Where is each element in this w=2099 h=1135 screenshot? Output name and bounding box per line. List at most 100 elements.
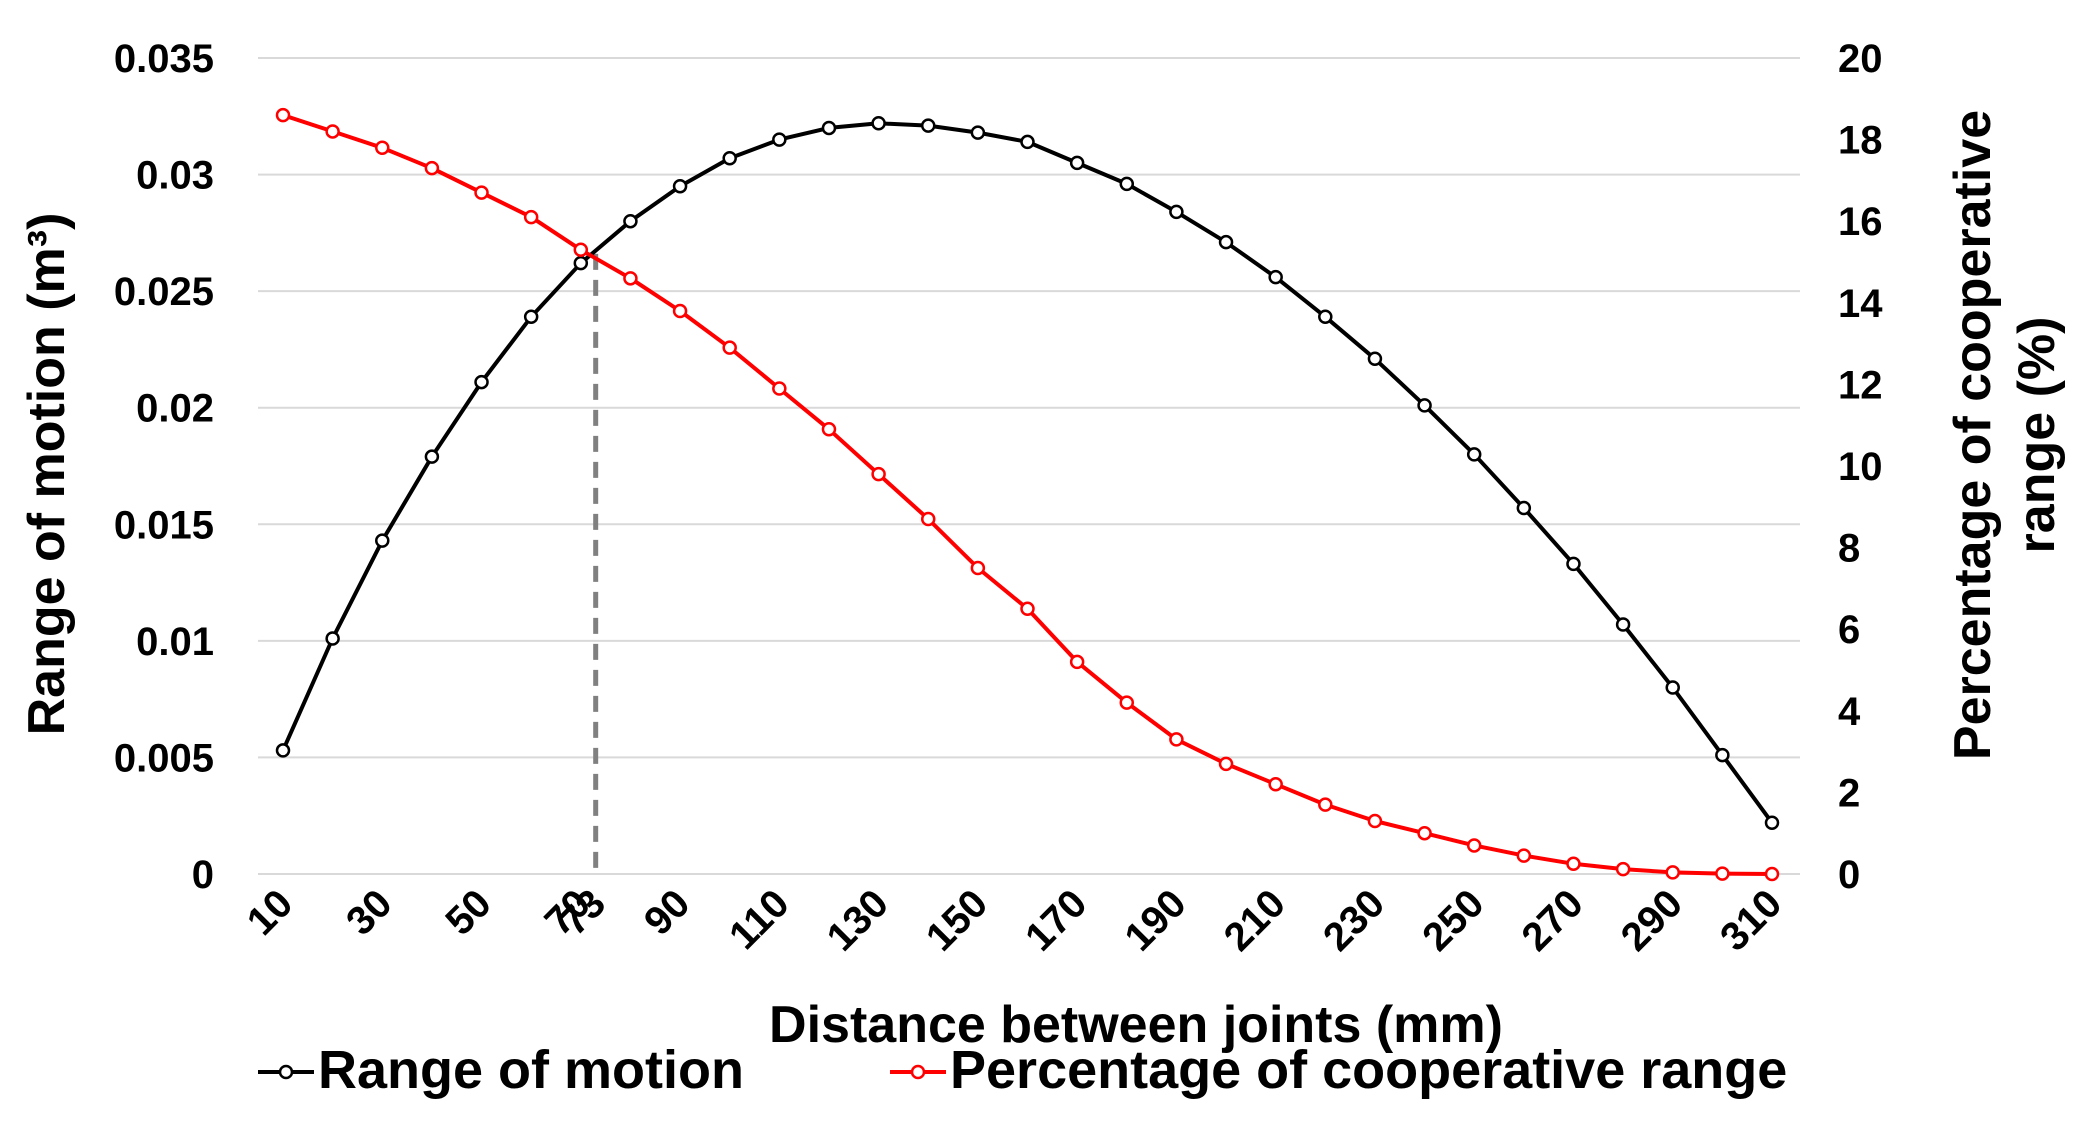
data-point [1566, 556, 1581, 572]
data-point [1318, 797, 1333, 812]
data-point [1417, 825, 1432, 841]
right-y-tick-label: 16 [1838, 200, 1883, 244]
x-tick-label: 30 [338, 881, 401, 944]
data-point [424, 449, 440, 464]
data-point [474, 185, 489, 200]
right-y-tick-label: 20 [1838, 37, 1883, 81]
data-point [1020, 134, 1035, 150]
data-point [375, 140, 390, 156]
right-y-axis-title-text: Percentage of cooperative range (%) [1944, 110, 2066, 760]
data-point [920, 118, 936, 133]
data-point [1119, 695, 1135, 710]
data-point [1069, 654, 1085, 670]
data-point [1268, 269, 1283, 285]
left-y-tick-label: 0.02 [136, 387, 214, 431]
right-y-tick-label: 10 [1838, 445, 1883, 489]
data-point [821, 120, 837, 136]
x-tick-label: 50 [437, 881, 500, 944]
data-point [573, 242, 589, 258]
data-point [523, 209, 539, 225]
data-point [672, 178, 688, 194]
x-tick-label: 10 [239, 881, 302, 944]
left-y-tick-label: 0.01 [136, 620, 214, 664]
x-tick-label: 170 [1017, 881, 1095, 959]
data-point [1367, 351, 1383, 367]
data-point [1119, 176, 1135, 192]
right-y-tick-label: 2 [1838, 771, 1860, 815]
data-point [573, 255, 589, 271]
data-point [275, 107, 291, 123]
data-point [474, 374, 489, 390]
data-point [523, 309, 539, 325]
series-line-percentage [282, 113, 1773, 876]
data-point [1516, 848, 1532, 863]
x-axis-title: Distance between joints (mm) [769, 996, 1503, 1054]
series-line-range-of-motion [281, 121, 1774, 824]
left-y-tick-label: 0.03 [136, 154, 214, 198]
x-tick-label: 290 [1613, 881, 1691, 959]
data-point [1417, 398, 1432, 413]
left-y-tick-label: 0 [192, 853, 214, 897]
legend-swatch-marker [910, 1064, 926, 1080]
x-tick-label: 210 [1216, 881, 1294, 959]
data-point [1764, 815, 1780, 830]
data-point [1615, 617, 1631, 632]
data-point [821, 422, 837, 437]
data-point [1715, 747, 1730, 763]
legend-label: Range of motion [318, 1040, 744, 1100]
data-point [1020, 601, 1035, 617]
data-point [1318, 309, 1333, 325]
right-y-tick-label: 4 [1838, 690, 1861, 734]
data-point [772, 132, 787, 147]
data-point [1169, 204, 1184, 220]
x-tick-label: 150 [918, 881, 996, 959]
data-point [375, 533, 390, 548]
right-y-tick-label: 0 [1838, 853, 1860, 897]
data-point [325, 631, 340, 646]
data-point [1218, 234, 1234, 250]
right-y-tick-label: 6 [1838, 608, 1860, 652]
data-point [325, 124, 340, 139]
x-tick-label: 190 [1116, 881, 1194, 959]
data-point [1268, 776, 1283, 792]
right-y-tick-label: 14 [1838, 282, 1883, 326]
data-point [623, 271, 638, 286]
right-y-tick-label: 12 [1838, 363, 1883, 407]
data-point [1665, 680, 1680, 695]
data-point [275, 743, 291, 758]
data-point [672, 303, 688, 319]
data-point [722, 151, 737, 166]
data-point [772, 381, 787, 396]
legend-label: Percentage of cooperative range [950, 1040, 1787, 1100]
data-point [1665, 865, 1680, 880]
data-point [1715, 866, 1730, 881]
data-point [871, 116, 886, 131]
x-tick-label: 110 [721, 881, 798, 958]
data-point [1516, 500, 1532, 516]
right-y-axis-title: Percentage of cooperative range (%) [1944, 110, 2066, 760]
left-y-tick-label: 0.025 [114, 270, 214, 314]
data-point [970, 125, 986, 140]
left-y-tick-label: 0.005 [114, 736, 214, 780]
data-point [1367, 813, 1383, 829]
data-point [623, 213, 638, 229]
left-y-tick-label: 0.035 [114, 37, 214, 81]
data-point [1764, 866, 1780, 882]
data-point [1466, 838, 1482, 853]
left-y-axis-title: Range of motion (m³) [18, 213, 76, 736]
data-point [970, 560, 986, 576]
data-point [1566, 856, 1581, 872]
left-y-tick-label: 0.015 [114, 503, 214, 547]
series-layer [275, 107, 1780, 882]
x-tick-label: 230 [1315, 881, 1393, 959]
x-tick-label: 250 [1414, 881, 1492, 959]
x-tick-label: 270 [1514, 881, 1592, 959]
data-point [722, 340, 737, 355]
data-point [424, 160, 440, 176]
data-point [1069, 155, 1085, 171]
x-tick-label: 310 [1712, 881, 1790, 959]
data-point [1218, 756, 1234, 772]
legend: Range of motion Percentage of cooperative… [258, 1040, 1787, 1100]
data-point [1169, 732, 1184, 747]
